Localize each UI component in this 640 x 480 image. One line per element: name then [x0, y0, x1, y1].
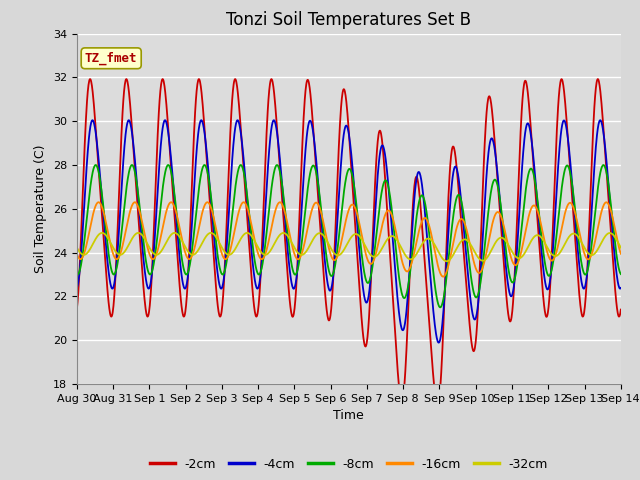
-4cm: [553, 183, 561, 189]
-8cm: [73, 271, 81, 277]
-16cm: [180, 247, 188, 253]
-32cm: [255, 246, 263, 252]
-2cm: [505, 315, 513, 321]
Line: -16cm: -16cm: [77, 202, 621, 276]
-8cm: [195, 192, 202, 198]
-8cm: [553, 229, 561, 235]
-32cm: [195, 247, 202, 253]
-8cm: [92, 162, 100, 168]
-4cm: [73, 285, 81, 291]
-4cm: [505, 287, 513, 293]
-16cm: [617, 251, 625, 257]
-4cm: [194, 135, 202, 141]
-16cm: [194, 230, 202, 236]
-32cm: [73, 245, 81, 251]
-4cm: [255, 282, 263, 288]
Text: TZ_fmet: TZ_fmet: [85, 52, 138, 65]
-16cm: [505, 246, 513, 252]
-2cm: [617, 307, 625, 312]
Line: -2cm: -2cm: [77, 79, 621, 406]
-8cm: [255, 272, 263, 277]
Legend: -2cm, -4cm, -8cm, -16cm, -32cm: -2cm, -4cm, -8cm, -16cm, -32cm: [145, 453, 553, 476]
-32cm: [617, 245, 625, 251]
-32cm: [553, 253, 561, 259]
Line: -32cm: -32cm: [77, 233, 621, 261]
-16cm: [439, 274, 447, 279]
-32cm: [443, 258, 451, 264]
-2cm: [434, 403, 442, 408]
-4cm: [435, 340, 442, 346]
-32cm: [505, 243, 513, 249]
-32cm: [99, 230, 106, 236]
-8cm: [436, 304, 444, 310]
Line: -4cm: -4cm: [77, 120, 621, 343]
-2cm: [159, 76, 166, 82]
-8cm: [505, 269, 513, 275]
-16cm: [255, 253, 263, 259]
-2cm: [195, 77, 202, 83]
-32cm: [181, 243, 189, 249]
-16cm: [239, 199, 247, 205]
-16cm: [73, 251, 81, 257]
-16cm: [434, 261, 442, 267]
-32cm: [434, 247, 442, 253]
Line: -8cm: -8cm: [77, 165, 621, 307]
-8cm: [434, 298, 442, 304]
-8cm: [617, 271, 625, 277]
-8cm: [181, 270, 189, 276]
-2cm: [181, 311, 189, 317]
-2cm: [434, 403, 442, 408]
X-axis label: Time: Time: [333, 409, 364, 422]
-2cm: [255, 298, 263, 303]
-4cm: [180, 286, 188, 291]
-4cm: [234, 117, 241, 123]
-2cm: [553, 126, 561, 132]
Title: Tonzi Soil Temperatures Set B: Tonzi Soil Temperatures Set B: [227, 11, 471, 29]
-4cm: [617, 285, 625, 291]
-4cm: [434, 338, 442, 344]
-2cm: [73, 307, 81, 312]
-16cm: [553, 247, 561, 253]
Y-axis label: Soil Temperature (C): Soil Temperature (C): [35, 144, 47, 273]
